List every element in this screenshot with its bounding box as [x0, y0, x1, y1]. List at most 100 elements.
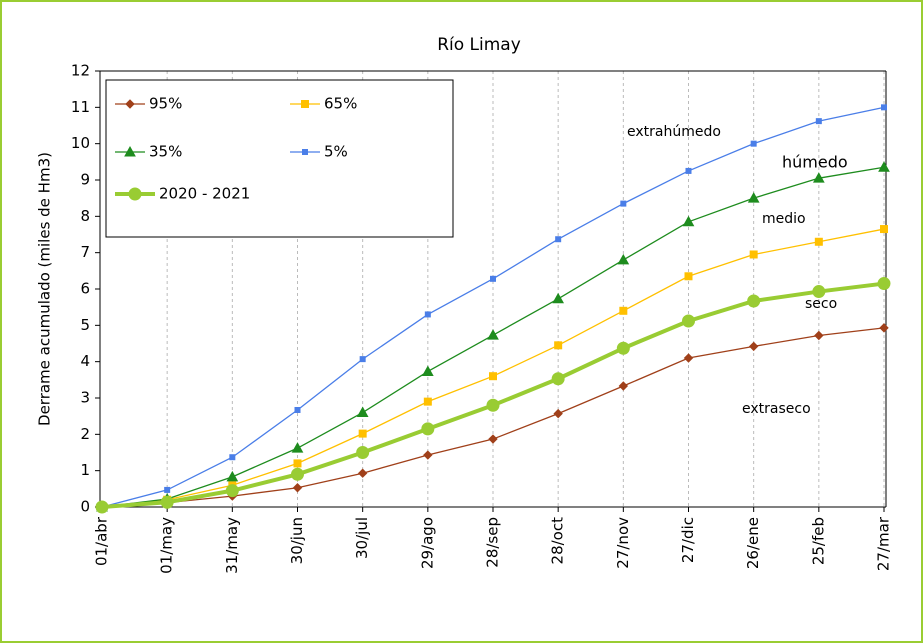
marker: [95, 500, 109, 514]
y-axis-label: Derrame acumulado (miles de Hm3): [36, 152, 54, 426]
marker: [292, 483, 303, 493]
marker: [226, 470, 239, 482]
y-tick-label: 8: [80, 207, 90, 225]
y-tick-label: 2: [80, 425, 90, 443]
x-tick-label: 01/may: [158, 517, 176, 574]
marker: [747, 192, 760, 203]
marker: [878, 161, 890, 172]
marker: [684, 272, 693, 281]
marker: [620, 200, 627, 207]
marker: [488, 434, 498, 444]
marker: [357, 468, 368, 478]
marker: [555, 236, 562, 243]
marker: [747, 294, 761, 308]
x-tick-label: 28/sep: [484, 517, 502, 568]
marker: [748, 341, 759, 352]
x-tick-label: 01/abr: [93, 516, 111, 566]
marker: [421, 365, 434, 376]
marker: [489, 372, 497, 381]
marker: [358, 429, 367, 438]
marker: [225, 484, 239, 498]
y-tick-label: 12: [71, 62, 90, 80]
marker: [164, 486, 171, 493]
legend-label: 5%: [324, 143, 348, 161]
marker: [291, 442, 304, 453]
x-tick-label: 29/ago: [418, 517, 436, 569]
annotation: medio: [762, 211, 806, 227]
marker: [490, 275, 496, 282]
marker: [293, 459, 302, 468]
legend-label: 95%: [149, 95, 182, 113]
legend-label: 2020 - 2021: [159, 185, 250, 203]
marker: [486, 398, 500, 412]
x-tick-label: 28/oct: [549, 517, 567, 565]
marker: [682, 314, 695, 328]
marker: [879, 323, 889, 333]
y-tick-label: 5: [80, 316, 90, 334]
marker: [160, 495, 174, 509]
marker: [356, 446, 370, 459]
marker: [423, 450, 433, 460]
x-tick-label: 30/jun: [288, 517, 306, 564]
annotation: extraseco: [742, 401, 811, 417]
marker: [356, 406, 369, 418]
y-tick-label: 10: [71, 134, 90, 152]
marker: [682, 215, 695, 227]
marker: [749, 250, 758, 259]
marker: [685, 167, 692, 174]
marker: [616, 341, 630, 355]
y-tick-label: 3: [80, 389, 90, 407]
x-tick-label: 26/ene: [744, 517, 762, 569]
annotation: seco: [805, 296, 837, 312]
marker: [553, 408, 563, 419]
marker: [487, 329, 499, 340]
marker: [359, 356, 366, 363]
y-tick-label: 11: [71, 98, 90, 116]
x-tick-label: 25/feb: [809, 517, 827, 565]
marker: [815, 118, 822, 125]
marker: [619, 306, 628, 315]
annotation: húmedo: [782, 153, 848, 172]
marker: [880, 225, 888, 234]
marker: [552, 292, 565, 304]
legend-label: 35%: [149, 143, 182, 161]
marker: [291, 467, 304, 481]
x-tick-label: 27/mar: [875, 516, 893, 571]
marker: [750, 140, 757, 147]
marker: [814, 330, 824, 341]
marker: [128, 187, 142, 201]
legend-label: 65%: [324, 95, 357, 113]
x-tick-label: 27/dic: [679, 517, 697, 563]
marker: [294, 406, 301, 413]
marker: [302, 149, 308, 155]
marker: [812, 172, 825, 183]
marker: [618, 381, 629, 391]
y-tick-label: 9: [80, 171, 90, 189]
annotation: extrahúmedo: [627, 124, 721, 140]
marker: [881, 104, 887, 111]
x-tick-label: 31/may: [223, 517, 241, 574]
marker: [301, 100, 309, 108]
y-tick-label: 7: [80, 243, 90, 261]
marker: [617, 253, 630, 265]
marker: [877, 277, 891, 291]
chart-title: Río Limay: [437, 35, 521, 55]
marker: [814, 237, 823, 246]
marker: [423, 397, 432, 406]
y-tick-label: 1: [80, 461, 90, 479]
x-tick-label: 30/jul: [353, 517, 371, 559]
marker: [124, 145, 136, 157]
legend-box: [105, 79, 454, 238]
marker: [551, 372, 565, 386]
marker: [421, 422, 435, 436]
marker: [812, 285, 826, 299]
marker: [554, 341, 563, 350]
marker: [125, 99, 135, 109]
marker: [424, 311, 431, 318]
x-tick-label: 27/nov: [614, 517, 632, 569]
marker: [229, 454, 236, 461]
y-tick-label: 4: [80, 352, 90, 370]
marker: [683, 353, 694, 363]
y-tick-label: 6: [80, 280, 90, 298]
